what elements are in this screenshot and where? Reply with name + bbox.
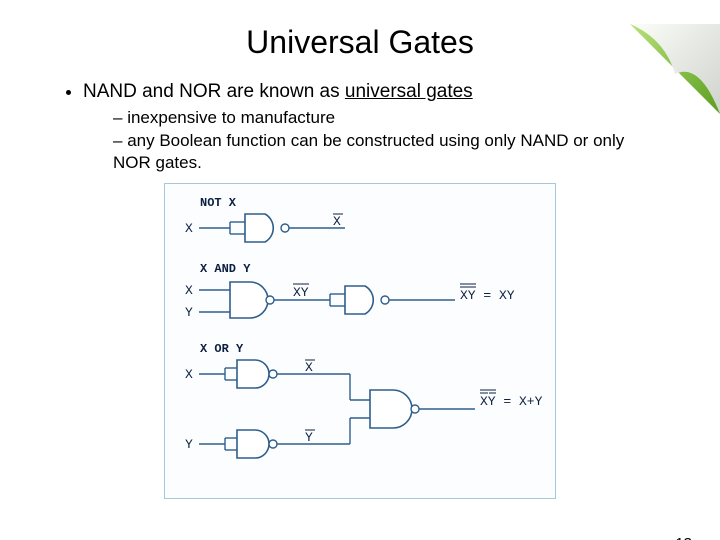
mid-xybar-and: XY [293, 285, 309, 300]
mid-xbar-or: X [305, 360, 313, 375]
label-and: X AND Y [200, 262, 251, 276]
svg-text:XY = X+Y: XY = X+Y [480, 394, 543, 409]
gates-diagram: NOT X X X X AND Y X Y [164, 183, 556, 499]
mid-ybar-or: Y [305, 430, 313, 445]
svg-text:XY = XY: XY = XY [460, 288, 515, 303]
out-xbar-not: X [333, 214, 341, 229]
in-x-or: X [185, 367, 193, 382]
in-y-or: Y [185, 437, 193, 452]
slide-number: 13 [675, 535, 692, 540]
slide-content: NAND and NOR are known as universal gate… [0, 81, 720, 499]
label-or: X OR Y [200, 342, 244, 356]
bullet-main: NAND and NOR are known as universal gate… [83, 81, 665, 173]
sub-bullet-2: any Boolean function can be constructed … [113, 130, 665, 173]
in-x-not: X [185, 221, 193, 236]
slide-title: Universal Gates [0, 24, 720, 61]
bullet-main-prefix: NAND and NOR are known as [83, 81, 345, 102]
sub-bullet-1: inexpensive to manufacture [113, 107, 665, 128]
in-x-and: X [185, 283, 193, 298]
label-not: NOT X [200, 196, 237, 210]
in-y-and: Y [185, 305, 193, 320]
bullet-main-underline: universal gates [345, 81, 473, 102]
